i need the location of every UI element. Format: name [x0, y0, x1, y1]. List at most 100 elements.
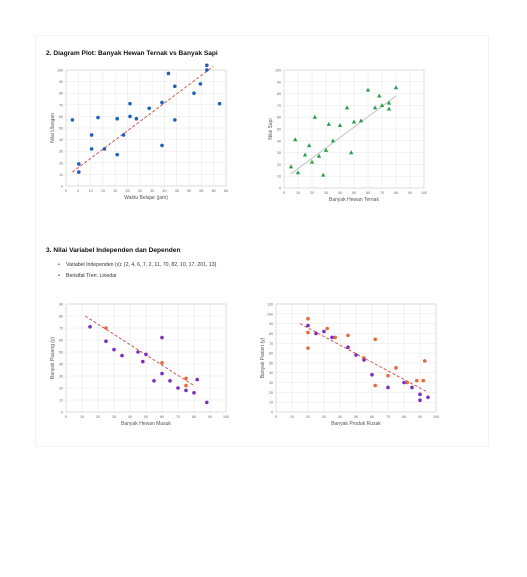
x-tick-label: 5 [77, 189, 79, 193]
y-tick-label: 10 [59, 173, 63, 177]
data-point [160, 371, 164, 376]
data-point [302, 152, 308, 157]
x-tick-label: 100 [223, 415, 229, 419]
data-point [386, 385, 390, 390]
x-tick-label: 40 [162, 189, 166, 193]
data-point [426, 395, 430, 400]
y-tick-label: 100 [57, 69, 63, 73]
x-tick-label: 0 [65, 415, 67, 419]
data-point [184, 376, 188, 381]
data-point [415, 378, 419, 383]
y-tick-label: 70 [269, 342, 273, 346]
y-tick-label: 90 [277, 80, 281, 84]
data-point [112, 347, 116, 352]
x-tick-label: 100 [433, 415, 439, 419]
y-tick-label: 0 [61, 185, 63, 189]
data-point [70, 118, 75, 122]
x-tick-label: 20 [310, 191, 314, 195]
x-tick-label: 90 [408, 191, 412, 195]
data-point [205, 400, 209, 405]
plot-frame [283, 69, 425, 189]
x-tick-label: 80 [192, 415, 196, 419]
x-tick-label: 20 [96, 415, 100, 419]
data-point [134, 116, 139, 121]
data-point [379, 103, 385, 107]
data-point [192, 391, 196, 395]
data-point [344, 105, 350, 110]
data-point [418, 398, 422, 403]
y-tick-label: 80 [59, 92, 63, 96]
plot-frame [65, 69, 227, 187]
data-point [160, 143, 164, 148]
data-point [77, 170, 81, 174]
data-point [365, 87, 371, 92]
data-point [121, 133, 126, 137]
data-point [346, 345, 350, 349]
data-point [307, 143, 312, 148]
x-tick-label: 0 [65, 189, 67, 193]
x-tick-label: 10 [290, 415, 294, 419]
x-tick-label: 15 [101, 189, 105, 193]
y-tick-label: 0 [271, 411, 273, 415]
x-tick-label: 60 [212, 189, 216, 193]
x-tick-label: 55 [199, 189, 203, 193]
y-tick-label: 80 [269, 332, 273, 336]
data-point [325, 326, 329, 331]
data-point [337, 123, 343, 128]
x-tick-label: 65 [224, 189, 228, 193]
data-point [346, 333, 350, 338]
x-tick-label: 40 [338, 191, 342, 195]
data-point [198, 82, 203, 86]
data-point [386, 373, 390, 378]
y-tick-label: 60 [59, 339, 63, 343]
data-point [176, 386, 180, 390]
data-point [89, 133, 94, 137]
x-tick-label: 60 [370, 415, 374, 419]
data-point [205, 63, 209, 68]
y-tick-label: 10 [59, 399, 63, 403]
x-tick-label: 60 [160, 415, 164, 419]
data-point [77, 162, 81, 166]
data-point [358, 118, 364, 123]
data-point [326, 121, 331, 126]
data-point [312, 114, 317, 119]
y-tick-label: 80 [277, 92, 281, 96]
data-point [423, 359, 427, 363]
y-tick-label: 30 [269, 381, 273, 385]
x-tick-label: 80 [402, 415, 406, 419]
data-point [373, 337, 377, 342]
y-tick-label: 20 [59, 161, 63, 165]
data-point [136, 350, 140, 354]
data-point [306, 346, 310, 350]
x-tick-label: 30 [138, 189, 142, 193]
y-tick-label: 50 [59, 351, 63, 355]
y-tick-label: 20 [269, 391, 273, 395]
y-tick-label: 10 [277, 175, 281, 179]
plot-frame [275, 303, 437, 413]
y-axis-label: Banyak Pasang (y) [50, 337, 56, 380]
data-point [217, 101, 222, 106]
data-point [418, 392, 422, 397]
y-tick-label: 80 [59, 315, 63, 319]
data-point [173, 118, 177, 122]
data-point [314, 331, 318, 336]
data-point [120, 353, 124, 358]
data-point [321, 172, 326, 177]
trend-line [72, 66, 214, 173]
y-tick-label: 70 [59, 103, 63, 107]
data-point [160, 361, 164, 365]
x-tick-label: 50 [187, 189, 191, 193]
data-point [115, 116, 119, 121]
bullet-independent-variable: Variabel Independen (x): {2, 4, 6, 7, 2,… [58, 260, 216, 271]
x-tick-label: 80 [394, 191, 398, 195]
y-tick-label: 0 [279, 187, 281, 191]
data-point [147, 106, 151, 111]
x-axis-label: Banyak Hewan Masuk [121, 421, 171, 427]
x-tick-label: 10 [80, 415, 84, 419]
x-tick-label: 30 [324, 191, 328, 195]
data-point [184, 383, 188, 388]
data-point [330, 138, 336, 143]
trend-line [84, 315, 195, 386]
x-tick-label: 60 [366, 191, 370, 195]
data-point [115, 152, 119, 157]
